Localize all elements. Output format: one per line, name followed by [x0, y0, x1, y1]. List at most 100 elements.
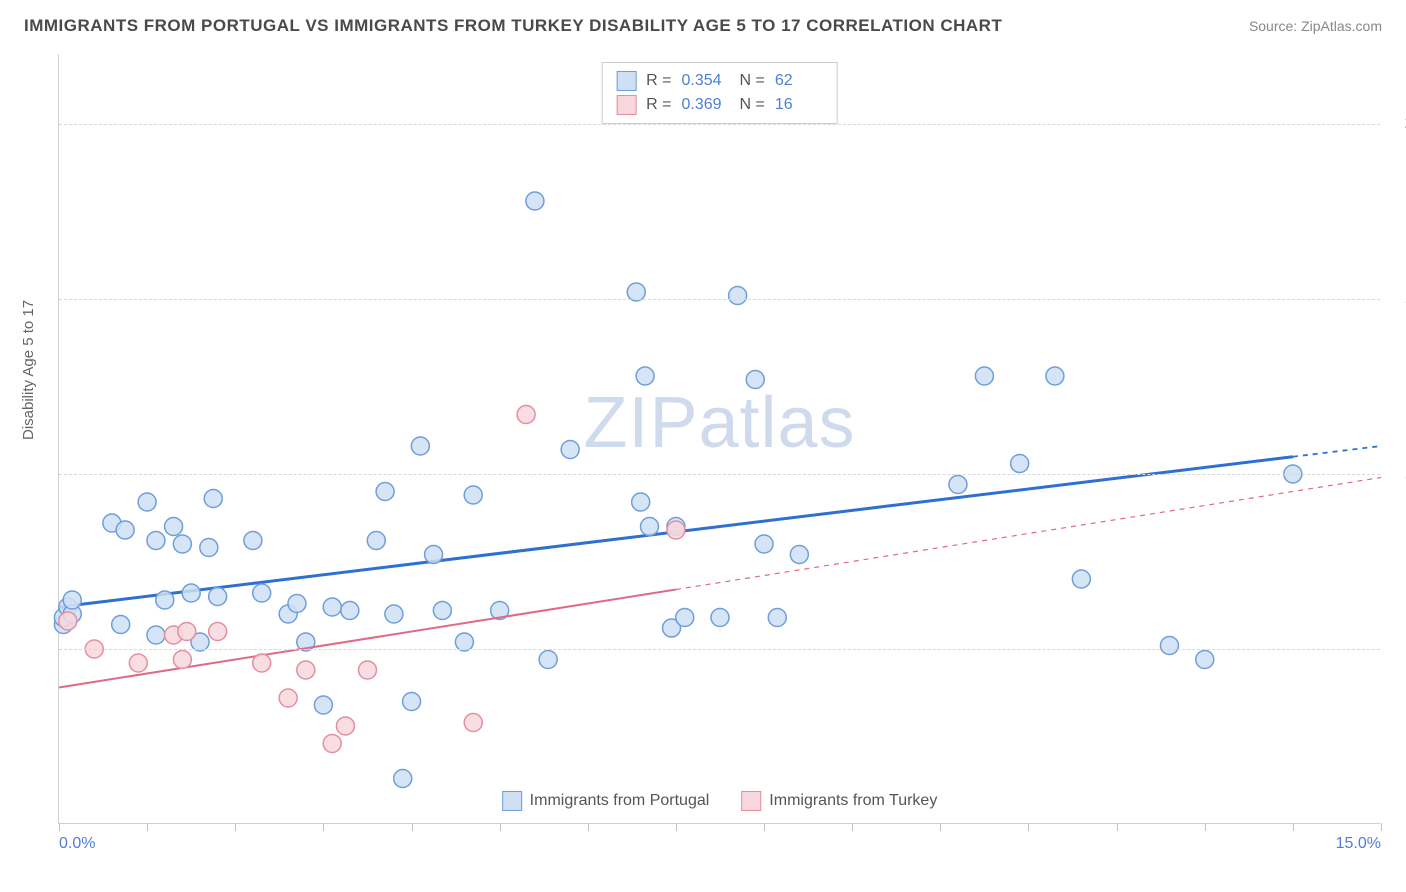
header: IMMIGRANTS FROM PORTUGAL VS IMMIGRANTS F… — [0, 0, 1406, 44]
chart-title: IMMIGRANTS FROM PORTUGAL VS IMMIGRANTS F… — [24, 16, 1002, 36]
data-point — [59, 612, 77, 630]
data-point — [138, 493, 156, 511]
data-point — [394, 770, 412, 788]
data-point — [1046, 367, 1064, 385]
data-point — [746, 371, 764, 389]
data-point — [165, 518, 183, 536]
data-point — [63, 591, 81, 609]
data-point — [636, 367, 654, 385]
data-point — [464, 486, 482, 504]
data-point — [173, 535, 191, 553]
x-tick — [852, 823, 853, 831]
legend-row: R = 0.369 N = 16 — [616, 93, 823, 117]
y-axis-title: Disability Age 5 to 17 — [20, 300, 37, 440]
data-point — [433, 602, 451, 620]
data-point — [147, 626, 165, 644]
data-point — [336, 717, 354, 735]
x-tick — [235, 823, 236, 831]
x-tick-label: 0.0% — [59, 835, 95, 853]
legend-series-item: Immigrants from Portugal — [502, 791, 710, 811]
data-point — [341, 602, 359, 620]
legend-swatch — [502, 791, 522, 811]
data-point — [156, 591, 174, 609]
data-point — [640, 518, 658, 536]
gridline — [59, 299, 1380, 300]
gridline — [59, 474, 1380, 475]
legend-series-item: Immigrants from Turkey — [741, 791, 937, 811]
data-point — [768, 609, 786, 627]
data-point — [323, 598, 341, 616]
gridline — [59, 649, 1380, 650]
legend-n-value: 62 — [775, 72, 823, 90]
legend-correlation-box: R = 0.354 N = 62 R = 0.369 N = 16 — [601, 62, 838, 124]
data-point — [358, 661, 376, 679]
gridline — [59, 124, 1380, 125]
trend-line-extrapolated — [676, 478, 1381, 590]
data-point — [539, 651, 557, 669]
data-point — [1196, 651, 1214, 669]
data-point — [204, 490, 222, 508]
data-point — [1072, 570, 1090, 588]
x-tick — [764, 823, 765, 831]
y-tick-label: 20.0% — [1390, 115, 1406, 133]
legend-swatch — [616, 95, 636, 115]
data-point — [253, 584, 271, 602]
data-point — [288, 595, 306, 613]
data-point — [411, 437, 429, 455]
y-tick-label: 5.0% — [1390, 640, 1406, 658]
y-tick-label: 10.0% — [1390, 465, 1406, 483]
data-point — [314, 696, 332, 714]
x-tick — [1028, 823, 1029, 831]
legend-series-label: Immigrants from Turkey — [769, 792, 937, 810]
legend-swatch — [741, 791, 761, 811]
x-tick — [500, 823, 501, 831]
data-point — [323, 735, 341, 753]
legend-series: Immigrants from Portugal Immigrants from … — [502, 791, 938, 811]
legend-n-value: 16 — [775, 96, 823, 114]
data-point — [279, 689, 297, 707]
x-tick — [1381, 823, 1382, 831]
data-point — [975, 367, 993, 385]
x-tick — [940, 823, 941, 831]
scatter-svg — [59, 54, 1380, 823]
x-tick — [1117, 823, 1118, 831]
data-point — [147, 532, 165, 550]
data-point — [667, 521, 685, 539]
data-point — [729, 287, 747, 305]
x-tick — [1293, 823, 1294, 831]
legend-r-value: 0.369 — [682, 96, 730, 114]
data-point — [178, 623, 196, 641]
data-point — [116, 521, 134, 539]
legend-n-label: N = — [740, 72, 765, 90]
legend-r-label: R = — [646, 72, 671, 90]
chart-plot-area: ZIPatlas R =0.354N =62R =0.369N =16 Immi… — [58, 54, 1380, 824]
data-point — [376, 483, 394, 501]
data-point — [403, 693, 421, 711]
data-point — [755, 535, 773, 553]
trend-line-extrapolated — [1293, 446, 1381, 457]
data-point — [676, 609, 694, 627]
data-point — [464, 714, 482, 732]
data-point — [367, 532, 385, 550]
x-tick — [676, 823, 677, 831]
data-point — [711, 609, 729, 627]
data-point — [297, 661, 315, 679]
legend-r-value: 0.354 — [682, 72, 730, 90]
data-point — [790, 546, 808, 564]
data-point — [632, 493, 650, 511]
data-point — [517, 406, 535, 424]
x-tick — [1205, 823, 1206, 831]
source-label: Source: ZipAtlas.com — [1249, 18, 1382, 34]
legend-r-label: R = — [646, 96, 671, 114]
data-point — [253, 654, 271, 672]
x-tick — [412, 823, 413, 831]
data-point — [112, 616, 130, 634]
x-tick-label: 15.0% — [1336, 835, 1381, 853]
data-point — [1011, 455, 1029, 473]
legend-swatch — [616, 71, 636, 91]
data-point — [209, 623, 227, 641]
x-tick — [59, 823, 60, 831]
y-tick-label: 15.0% — [1390, 290, 1406, 308]
legend-n-label: N = — [740, 96, 765, 114]
data-point — [182, 584, 200, 602]
